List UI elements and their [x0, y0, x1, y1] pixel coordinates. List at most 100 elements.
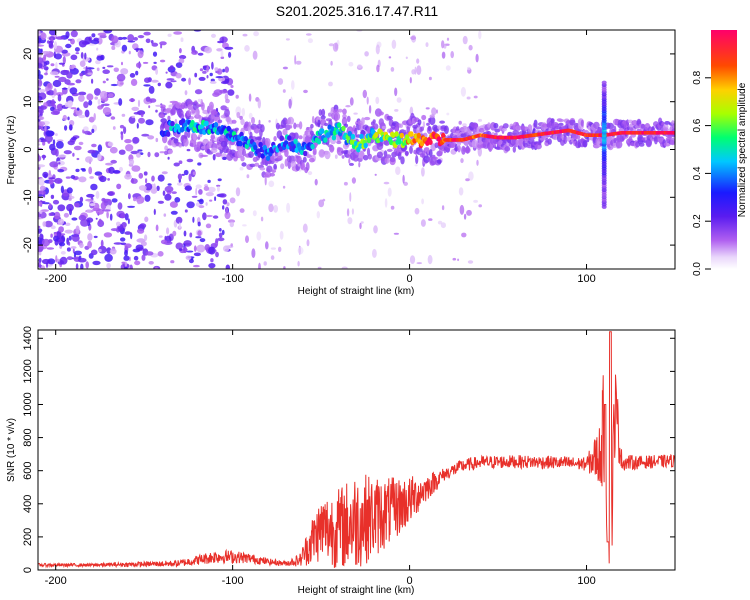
spectrogram-noise-blob: [129, 264, 133, 269]
spectrogram-noise-blob: [134, 48, 143, 51]
spectrogram-noise-blob: [116, 183, 122, 190]
spectrogram-halo: [186, 110, 192, 117]
spectrogram-noise-blob: [167, 156, 170, 160]
spectrogram-halo: [306, 154, 312, 159]
spectrogram-halo: [580, 119, 584, 127]
spectrogram-noise-blob: [144, 182, 153, 191]
spectrogram-noise-blob: [58, 76, 67, 83]
spectrogram-halo: [266, 165, 273, 173]
spectrogram-halo: [436, 159, 442, 164]
spectrogram-halo: [426, 122, 430, 126]
spectrogram-noise-blob: [473, 95, 478, 99]
spectrogram-noise-blob: [85, 156, 93, 163]
spectrogram-ridge-cell: [672, 131, 675, 135]
spectrogram-ridge-cell: [409, 131, 414, 137]
spectrogram-noise-blob: [67, 116, 70, 121]
spectrogram-noise-blob: [103, 30, 113, 34]
spectrogram-noise-blob: [422, 121, 426, 128]
colorbar-tick-label: 0.8: [692, 70, 703, 84]
spectrogram-noise-blob: [135, 244, 144, 251]
spectrogram-noise-blob: [180, 37, 184, 42]
spectrogram-noise-blob: [154, 266, 158, 269]
spectrogram-halo: [494, 132, 498, 136]
spectrogram-noise-blob: [38, 194, 44, 197]
spectrogram-noise-blob: [461, 232, 467, 238]
spectrogram-halo: [236, 111, 241, 119]
spectrogram-noise-blob: [268, 120, 271, 123]
spectrogram-noise-blob: [117, 36, 123, 41]
spectrogram-ridge-cell: [394, 131, 399, 137]
spectrogram-noise-blob: [55, 61, 58, 70]
spectrogram-halo: [215, 152, 222, 158]
spectrogram-ridge-cell: [320, 128, 325, 134]
spectrogram-noise-blob: [107, 178, 110, 181]
spectrogram-halo: [337, 108, 343, 113]
spectrogram-noise-blob: [120, 237, 126, 242]
spectrogram-halo: [304, 130, 309, 136]
spectrogram-noise-blob: [48, 40, 53, 48]
spectrogram-halo: [280, 163, 285, 170]
spectrogram-noise-blob: [278, 246, 282, 252]
spectrogram-noise-blob: [48, 179, 54, 185]
spectrogram-noise-blob: [56, 104, 61, 109]
spectrogram-noise-blob: [65, 31, 70, 39]
spectrogram-halo: [504, 146, 511, 152]
spectrogram-noise-blob: [164, 193, 172, 201]
spectrogram-noise-blob: [95, 60, 101, 65]
spectrogram-ridge-cell: [293, 138, 298, 145]
spectrogram-halo: [397, 151, 402, 160]
spectrogram-noise-blob: [124, 249, 128, 257]
spectrogram-noise-blob: [51, 99, 55, 107]
spectrogram-noise-blob: [93, 235, 98, 239]
spectrogram-halo: [462, 126, 468, 130]
spectrogram-noise-blob: [95, 190, 100, 199]
x-tick-label: -200: [45, 575, 67, 587]
spectrogram-noise-blob: [151, 175, 155, 182]
spectrogram-noise-blob: [402, 174, 405, 184]
spectrogram-noise-blob: [169, 65, 174, 70]
spectrogram-noise-blob: [88, 100, 93, 106]
spectrogram-noise-blob: [458, 120, 462, 125]
spectrogram-noise-blob: [127, 218, 130, 225]
spectrogram-halo: [222, 145, 230, 154]
spectrogram-noise-blob: [192, 216, 195, 223]
spectrogram-ridge-cell: [166, 131, 171, 137]
spectrogram-noise-blob: [215, 76, 224, 79]
spectrogram-noise-blob: [40, 209, 49, 212]
spectrogram-noise-blob: [63, 212, 69, 218]
spectrogram-noise-blob: [38, 116, 45, 120]
spectrogram-noise-blob: [218, 228, 222, 232]
spectrogram-halo: [168, 149, 173, 155]
spectrogram-noise-blob: [258, 119, 261, 125]
spectrogram-ridge-cell: [258, 141, 263, 148]
spectrogram-noise-blob: [91, 143, 97, 148]
spectrogram-noise-blob: [42, 154, 45, 161]
spectrogram-noise-blob: [133, 37, 138, 41]
spectrogram-noise-blob: [197, 98, 202, 103]
spectrogram-noise-blob: [106, 65, 114, 68]
spectrogram-noise-blob: [59, 256, 68, 265]
spectrogram-noise-blob: [76, 157, 80, 161]
spectrogram-halo: [385, 154, 392, 159]
spectrogram-noise-blob: [457, 258, 460, 262]
spectrogram-noise-blob: [155, 104, 163, 107]
spectrogram-noise-blob: [94, 88, 101, 96]
spectrogram-noise-blob: [175, 72, 182, 79]
spectrogram-noise-blob: [58, 162, 61, 165]
spectrogram-noise-blob: [420, 219, 426, 227]
spectrogram-noise-blob: [132, 43, 139, 50]
spectrogram-noise-blob: [273, 205, 278, 213]
spectrogram-noise-blob: [88, 166, 93, 175]
spectrogram-noise-blob: [153, 208, 156, 215]
spectrogram-noise-blob: [159, 41, 167, 46]
spectrogram-noise-blob: [66, 247, 71, 252]
spectrogram-noise-blob: [66, 187, 73, 194]
spectrogram-noise-blob: [295, 60, 302, 65]
spectrogram-noise-blob: [110, 159, 117, 164]
spectrogram-noise-blob: [88, 43, 96, 46]
y-tick-label: 600: [22, 462, 34, 480]
spectrogram-halo: [273, 163, 277, 170]
spectrogram-halo: [166, 107, 172, 113]
spectrogram-noise-blob: [387, 187, 392, 197]
spectrogram-noise-blob: [52, 79, 62, 88]
